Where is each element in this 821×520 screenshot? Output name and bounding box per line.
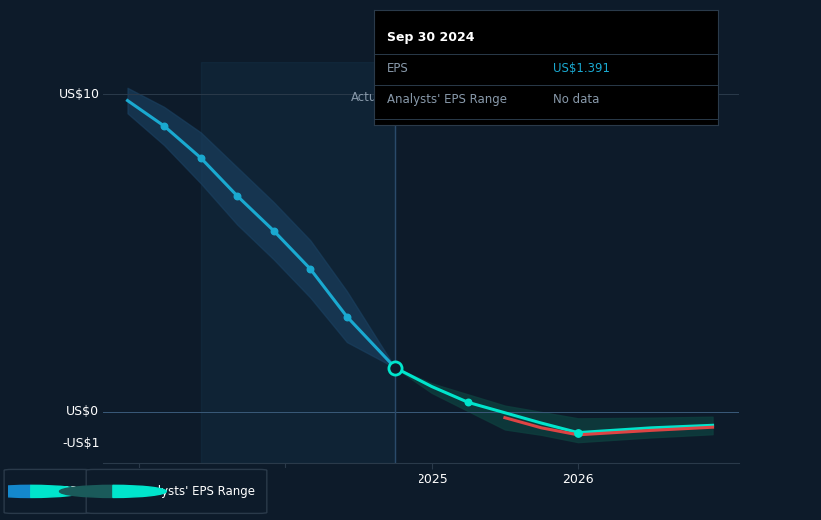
Text: Analysts Forecasts: Analysts Forecasts xyxy=(402,91,512,104)
Text: Analysts' EPS Range: Analysts' EPS Range xyxy=(135,485,255,498)
Text: EPS: EPS xyxy=(56,485,77,498)
Point xyxy=(341,313,354,321)
Text: US$10: US$10 xyxy=(58,88,99,101)
Point xyxy=(571,428,585,437)
Point xyxy=(158,122,171,130)
Text: US$0: US$0 xyxy=(67,406,99,419)
Bar xyxy=(200,62,395,463)
Point xyxy=(194,153,207,162)
FancyBboxPatch shape xyxy=(86,470,267,513)
FancyBboxPatch shape xyxy=(4,470,90,513)
Wedge shape xyxy=(31,485,85,498)
Point xyxy=(461,398,475,407)
Text: Analysts' EPS Range: Analysts' EPS Range xyxy=(388,93,507,106)
Text: Actual: Actual xyxy=(351,91,388,104)
Point xyxy=(388,363,401,372)
Wedge shape xyxy=(0,485,31,498)
Text: EPS: EPS xyxy=(388,62,409,75)
Text: US$1.391: US$1.391 xyxy=(553,62,610,75)
Text: -US$1: -US$1 xyxy=(62,437,99,450)
Point xyxy=(304,265,317,273)
Point xyxy=(267,227,280,235)
Text: Sep 30 2024: Sep 30 2024 xyxy=(388,31,475,44)
Text: No data: No data xyxy=(553,93,599,106)
Wedge shape xyxy=(113,485,167,498)
Point xyxy=(231,192,244,200)
Wedge shape xyxy=(60,485,113,498)
